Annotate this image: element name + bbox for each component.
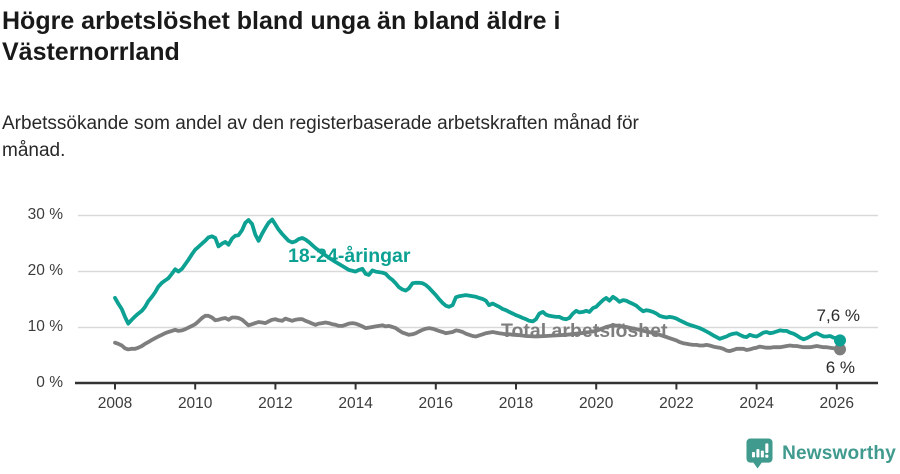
x-axis-tick-label: 2018 xyxy=(498,395,534,412)
x-axis-tick-label: 2012 xyxy=(258,395,293,412)
x-axis-tick-label: 2016 xyxy=(418,395,454,412)
series-line xyxy=(113,313,842,354)
x-axis-tick-label: 2026 xyxy=(819,395,855,412)
series-end-dot xyxy=(834,343,846,356)
x-axis-tick-label: 2024 xyxy=(739,395,774,412)
y-axis-tick-label: 0 % xyxy=(36,374,63,391)
x-axis-tick-label: 2008 xyxy=(97,395,133,412)
end-value-label-youth: 7,6 % xyxy=(816,306,860,325)
x-axis-tick-label: 2014 xyxy=(338,395,373,412)
chart-subtitle: Arbetssökande som andel av den registerb… xyxy=(2,113,639,161)
newsworthy-branding: Newsworthy xyxy=(746,438,896,469)
newsworthy-wordmark: Newsworthy xyxy=(782,442,896,464)
series-label-total: Total arbetslöshet xyxy=(501,320,668,342)
x-axis-tick-label: 2010 xyxy=(177,395,213,412)
series-end-dot xyxy=(834,334,846,347)
y-axis-tick-label: 10 % xyxy=(27,318,63,335)
series-label-youth: 18-24-åringar xyxy=(288,245,411,267)
newsworthy-logo-icon xyxy=(746,438,773,469)
end-value-label-total: 6 % xyxy=(825,358,855,377)
x-axis-tick-label: 2020 xyxy=(578,395,614,412)
page-title: Högre arbetslöshet bland unga än bland ä… xyxy=(2,7,561,66)
x-axis-tick-label: 2022 xyxy=(659,395,694,412)
y-axis-tick-label: 30 % xyxy=(27,206,63,223)
series-line xyxy=(113,217,842,343)
y-axis-tick-label: 20 % xyxy=(27,262,63,279)
